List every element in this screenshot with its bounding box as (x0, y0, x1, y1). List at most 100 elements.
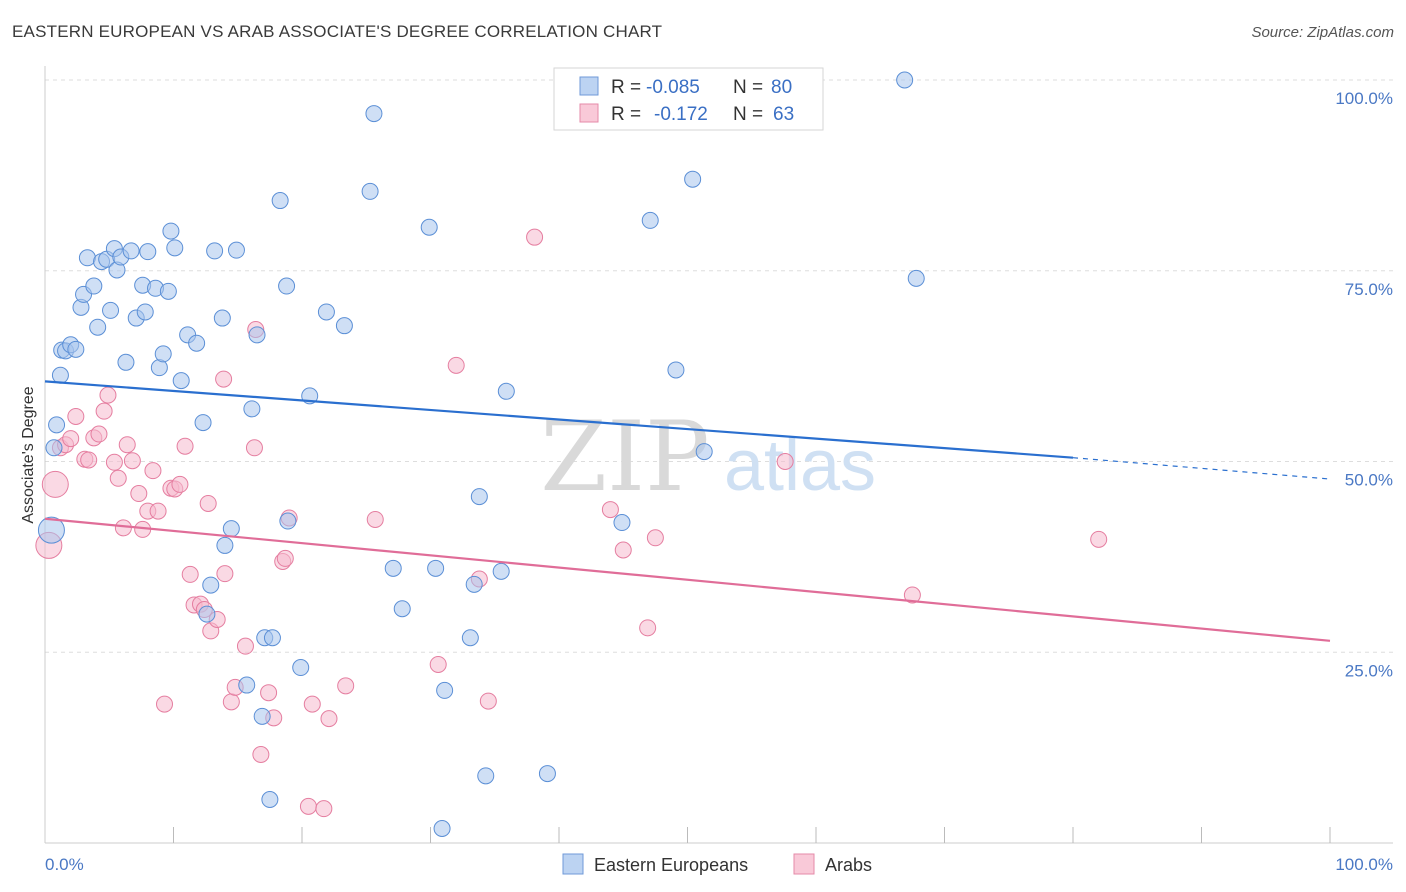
eastern-european-point (243, 400, 261, 418)
eastern-european-point (213, 309, 231, 327)
axes (44, 66, 1393, 844)
legend-r-label-1: R = (611, 77, 641, 98)
eastern-european-point (907, 269, 925, 287)
arab-point (776, 453, 794, 470)
eastern-european-point (641, 211, 659, 229)
arab-point (181, 565, 199, 583)
arab-point (105, 453, 123, 471)
arab-point (41, 470, 69, 498)
arab-point (479, 692, 497, 710)
arab-point (303, 695, 321, 713)
arab-point (260, 684, 278, 702)
bottom-legend-swatch-pink (793, 853, 815, 875)
eastern-european-point (384, 559, 402, 577)
eastern-european-point (227, 241, 245, 259)
eastern-european-point (122, 242, 140, 260)
y-tick-label: 100.0% (1335, 89, 1393, 108)
arab-point (639, 619, 657, 637)
arab-point (199, 494, 217, 512)
eastern-european-point (194, 414, 212, 432)
legend-n-label-2: N = (733, 104, 763, 125)
legend-n-value-1: 80 (771, 77, 792, 98)
eastern-european-point (433, 820, 451, 838)
eastern-european-point (497, 382, 515, 400)
eastern-european-point (393, 600, 411, 618)
arab-point (236, 637, 254, 655)
eastern-european-point (465, 575, 483, 593)
eastern-european-point (261, 791, 279, 809)
y-tick-label: 75.0% (1345, 280, 1393, 299)
stats-legend: R = -0.085 N = 80 R = -0.172 N = 63 (553, 67, 824, 131)
eastern-european-point (136, 303, 154, 321)
arab-point (171, 475, 189, 493)
eastern-european-point (198, 605, 216, 623)
arab-point (315, 800, 333, 818)
gridlines (45, 79, 1393, 653)
y-tick-labels: 25.0% 50.0% 75.0% 100.0% (1335, 89, 1393, 680)
trend-line-extension (1072, 457, 1331, 480)
eastern-european-point (48, 416, 66, 434)
arab-point (366, 510, 384, 528)
arab-point (144, 462, 162, 480)
legend-swatch-pink (579, 103, 599, 123)
y-tick-label: 25.0% (1345, 661, 1393, 680)
eastern-european-point (361, 182, 379, 200)
eastern-european-point (278, 277, 296, 295)
x-tick-label: 0.0% (45, 855, 84, 874)
bottom-legend-swatch-blue (562, 853, 584, 875)
eastern-european-point (117, 353, 135, 371)
chart-title: EASTERN EUROPEAN VS ARAB ASSOCIATE'S DEG… (12, 22, 663, 41)
arab-point (156, 695, 174, 713)
arab-point (215, 370, 233, 388)
arab-point (526, 228, 544, 246)
legend-r-value-1: -0.085 (646, 77, 700, 98)
trend-lines (44, 380, 1331, 642)
eastern-european-point (538, 765, 556, 783)
eastern-european-point (102, 301, 120, 319)
eastern-european-point (139, 243, 157, 261)
eastern-european-point (335, 317, 353, 335)
arab-point (67, 407, 85, 425)
eastern-european-point (162, 222, 180, 240)
arab-point (176, 437, 194, 455)
eastern-european-point (45, 439, 63, 457)
arab-point (216, 565, 234, 583)
eastern-european-point (477, 767, 495, 785)
y-axis-title: Associate's Degree (20, 386, 37, 523)
eastern-european-point (896, 71, 914, 89)
eastern-european-point (51, 366, 69, 384)
arab-point (276, 549, 294, 567)
arab-point (80, 451, 98, 469)
eastern-european-point (317, 303, 335, 321)
eastern-european-point (172, 372, 190, 390)
arab-point (252, 745, 270, 763)
arab-point (130, 485, 148, 503)
eastern-european-point (85, 277, 103, 295)
eastern-european-point (667, 361, 685, 379)
stats-legend-box (553, 67, 824, 131)
eastern-european-point (206, 242, 224, 260)
eastern-european-point (436, 681, 454, 699)
watermark-atlas: atlas (724, 426, 876, 506)
arab-point (90, 425, 108, 443)
eastern-european-point (89, 318, 107, 336)
source-label: Source: ZipAtlas.com (1251, 24, 1394, 41)
arab-point (123, 452, 141, 470)
legend-n-value-2: 63 (773, 104, 794, 125)
eastern-european-point (263, 629, 281, 647)
eastern-european-point (67, 340, 85, 358)
arab-point (95, 402, 113, 420)
arab-point (109, 469, 127, 487)
arab-point (447, 356, 465, 374)
arab-point (114, 519, 132, 537)
eastern-european-point (202, 576, 220, 594)
bottom-legend-label-pink: Arabs (825, 855, 872, 875)
eastern-european-point (37, 516, 65, 544)
legend-r-value-2: -0.172 (654, 104, 708, 125)
arab-point (222, 693, 240, 711)
legend-r-label-2: R = (611, 104, 641, 125)
eastern-european-point (613, 514, 631, 532)
arab-point (299, 797, 317, 815)
arab-point (337, 677, 355, 695)
